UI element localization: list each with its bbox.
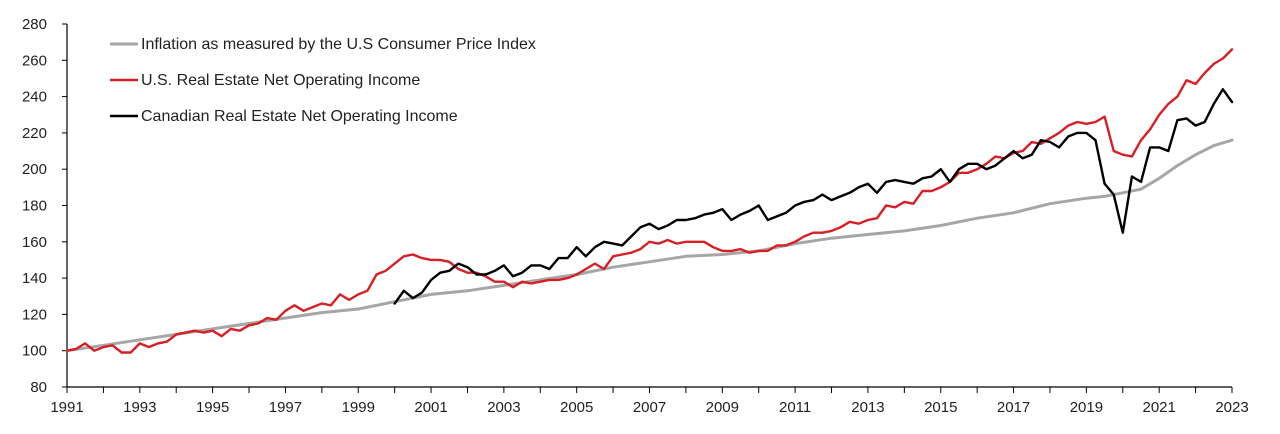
y-axis-tick-labels: 80 100 120 140 160 180 200 220 240 260 280: [22, 16, 47, 396]
x-tick-label: 1995: [196, 399, 229, 416]
y-tick-label: 180: [22, 198, 47, 215]
x-tick-label: 1997: [269, 399, 302, 416]
series-line-2: [393, 88, 1234, 305]
x-axis-tick-labels: 1991 1993 1995 1997 1999 2001 2003 2005 2007 2009…: [50, 399, 1248, 416]
y-tick-label: 200: [22, 161, 47, 178]
x-tick-label: 2017: [997, 399, 1030, 416]
x-tick-label: 2019: [1070, 399, 1103, 416]
y-tick-label: 280: [22, 16, 47, 33]
y-tick-label: 100: [22, 343, 47, 360]
x-tick-label: 2007: [633, 399, 666, 416]
series-line-0: [65, 138, 1234, 353]
chart-axes: [62, 23, 1233, 393]
x-tick-label: 2001: [414, 399, 447, 416]
x-tick-label: 2003: [487, 399, 520, 416]
y-tick-label: 140: [22, 270, 47, 287]
chart-legend: Inflation as measured by the U.S Consume…: [110, 36, 536, 125]
x-tick-label: 1993: [123, 399, 156, 416]
x-tick-label: 2015: [924, 399, 957, 416]
y-tick-label: 240: [22, 89, 47, 106]
y-tick-label: 260: [22, 52, 47, 69]
legend-label-2: Canadian Real Estate Net Operating Incom…: [141, 108, 458, 125]
y-tick-label: 120: [22, 306, 47, 323]
y-tick-label: 80: [30, 379, 47, 396]
series-line-1: [65, 48, 1234, 354]
x-tick-label: 2005: [560, 399, 593, 416]
x-tick-label: 2013: [851, 399, 884, 416]
chart-series: [65, 48, 1234, 354]
x-tick-label: 2021: [1143, 399, 1176, 416]
legend-label-0: Inflation as measured by the U.S Consume…: [141, 36, 536, 53]
x-tick-label: 2023: [1215, 399, 1248, 416]
x-tick-label: 2011: [779, 399, 811, 416]
legend-label-1: U.S. Real Estate Net Operating Income: [141, 72, 420, 89]
x-tick-label: 1999: [342, 399, 375, 416]
x-tick-label: 1991: [50, 399, 83, 416]
y-tick-label: 160: [22, 234, 47, 251]
y-tick-label: 220: [22, 125, 47, 142]
x-tick-label: 2009: [706, 399, 739, 416]
